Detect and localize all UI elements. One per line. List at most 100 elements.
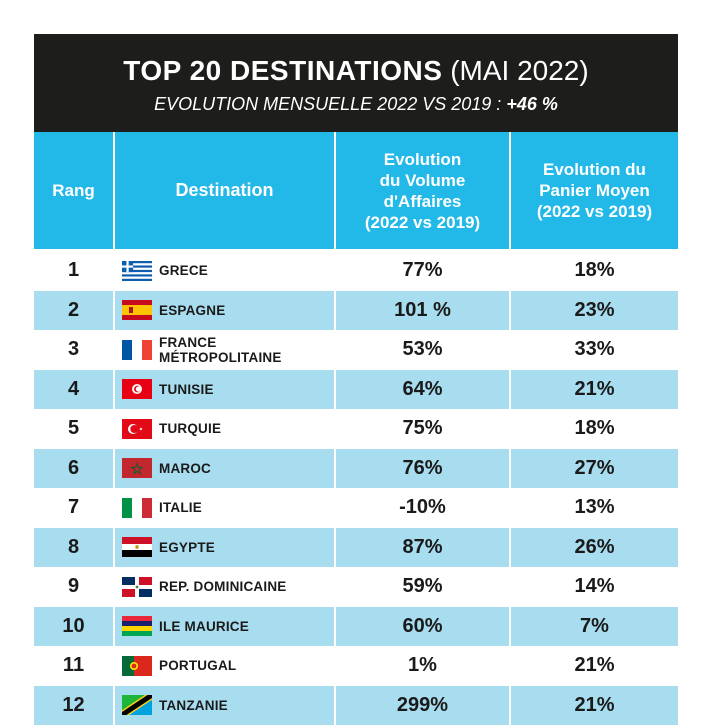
mauritius-flag-icon bbox=[122, 616, 152, 637]
column-header-volume-line: d'Affaires bbox=[383, 191, 462, 211]
destination-cell: TUNISIE bbox=[122, 370, 332, 410]
title-banner: TOP 20 DESTINATIONS (MAI 2022) EVOLUTION… bbox=[34, 34, 678, 132]
table-row: 2 ESPAGNE 101 % 23% bbox=[34, 290, 678, 331]
destination-name: ESPAGNE bbox=[159, 302, 226, 318]
rank-cell: 9 bbox=[67, 575, 80, 598]
basket-cell: 21% bbox=[574, 654, 615, 677]
volume-cell: -10% bbox=[399, 496, 446, 519]
basket-cell: 27% bbox=[574, 456, 615, 479]
egypt-flag-icon bbox=[122, 537, 152, 558]
rank-cell: 11 bbox=[62, 654, 85, 677]
destination-name: TURQUIE bbox=[159, 421, 222, 437]
volume-cell: 1% bbox=[408, 654, 437, 677]
basket-cell: 13% bbox=[574, 496, 615, 519]
table-row: 9 REP. DOMINICAINE 59% 14% bbox=[34, 567, 678, 607]
tanzania-flag-icon bbox=[122, 695, 152, 716]
title-bold: TOP 20 DESTINATIONS bbox=[123, 55, 443, 86]
table-row: 6 MAROC 76% 27% bbox=[34, 448, 678, 489]
tunisia-flag-icon bbox=[122, 379, 152, 400]
rank-cell: 4 bbox=[67, 377, 80, 400]
volume-cell: 87% bbox=[402, 535, 443, 558]
greece-flag-icon bbox=[122, 260, 152, 281]
destination-name: GRECE bbox=[159, 263, 209, 279]
page-title: TOP 20 DESTINATIONS (MAI 2022) bbox=[34, 55, 678, 87]
column-header-basket: Evolution du Panier Moyen (2022 vs 2019) bbox=[511, 132, 678, 249]
destination-cell: TURQUIE bbox=[122, 409, 332, 449]
rank-cell: 2 bbox=[67, 298, 80, 321]
subtitle-text: EVOLUTION MENSUELLE 2022 VS 2019 : bbox=[154, 94, 502, 114]
rank-cell: 5 bbox=[67, 417, 80, 440]
volume-cell: 101 % bbox=[394, 298, 451, 321]
column-header-basket-line: (2022 vs 2019) bbox=[536, 202, 653, 221]
column-header-rank: Rang bbox=[52, 181, 95, 200]
table-row: 5 TURQUIE 75% 18% bbox=[34, 409, 678, 449]
table-row: 3 FRANCE MÉTROPOLITAINE 53% 33% bbox=[34, 330, 678, 370]
basket-cell: 7% bbox=[580, 614, 609, 637]
destination-cell: TANZANIE bbox=[122, 686, 332, 726]
volume-cell: 59% bbox=[402, 575, 443, 598]
destination-cell: ITALIE bbox=[122, 488, 332, 528]
table-row: 1 GRECE 77% 18% bbox=[34, 251, 678, 291]
destination-name: EGYPTE bbox=[159, 539, 215, 555]
rank-cell: 3 bbox=[67, 338, 80, 361]
volume-cell: 60% bbox=[402, 614, 443, 637]
column-header-volume-line: du Volume bbox=[379, 170, 466, 190]
destination-cell: ILE MAURICE bbox=[122, 607, 332, 647]
basket-cell: 18% bbox=[574, 259, 615, 282]
destination-name: FRANCE MÉTROPOLITAINE bbox=[159, 334, 282, 365]
rank-cell: 10 bbox=[62, 614, 85, 637]
destination-cell: EGYPTE bbox=[122, 528, 332, 568]
page-subtitle: EVOLUTION MENSUELLE 2022 VS 2019 : +46 % bbox=[34, 93, 678, 115]
basket-cell: 33% bbox=[574, 338, 615, 361]
basket-cell: 18% bbox=[574, 417, 615, 440]
basket-cell: 26% bbox=[574, 535, 615, 558]
table-header: Rang Destination Evolution du Volume d'A… bbox=[34, 132, 678, 249]
table-row: 7 ITALIE -10% 13% bbox=[34, 488, 678, 528]
column-header-basket-line: Panier Moyen bbox=[539, 181, 650, 200]
subtitle-value: +46 % bbox=[506, 94, 558, 114]
volume-cell: 299% bbox=[396, 693, 449, 716]
destination-name: ILE MAURICE bbox=[159, 618, 249, 634]
volume-cell: 64% bbox=[402, 377, 443, 400]
dominican-republic-flag-icon bbox=[122, 576, 152, 597]
column-header-volume: Evolution du Volume d'Affaires (2022 vs … bbox=[336, 132, 509, 249]
turkey-flag-icon bbox=[122, 418, 152, 439]
volume-cell: 76% bbox=[402, 456, 443, 479]
destination-cell: FRANCE MÉTROPOLITAINE bbox=[122, 330, 332, 370]
destination-name: MAROC bbox=[159, 460, 211, 476]
table-row: 8 EGYPTE 87% 26% bbox=[34, 527, 678, 568]
column-header-volume-line: (2022 vs 2019) bbox=[364, 212, 481, 232]
destination-cell: PORTUGAL bbox=[122, 646, 332, 686]
volume-cell: 77% bbox=[402, 259, 443, 282]
volume-cell: 53% bbox=[402, 338, 443, 361]
title-period: (MAI 2022) bbox=[450, 55, 589, 86]
rank-cell: 12 bbox=[62, 693, 85, 716]
destination-name: ITALIE bbox=[159, 500, 202, 516]
table-row: 11 PORTUGAL 1% 21% bbox=[34, 646, 678, 686]
france-flag-icon bbox=[122, 339, 152, 360]
table-row: 12 TANZANIE 299% 21% bbox=[34, 685, 678, 726]
basket-cell: 21% bbox=[574, 693, 615, 716]
rank-cell: 6 bbox=[67, 456, 80, 479]
volume-cell: 75% bbox=[402, 417, 443, 440]
column-header-destination: Destination bbox=[175, 180, 274, 200]
rank-cell: 8 bbox=[67, 535, 80, 558]
spain-flag-icon bbox=[122, 300, 152, 321]
table-row: 4 TUNISIE 64% 21% bbox=[34, 369, 678, 410]
destination-cell: GRECE bbox=[122, 251, 332, 291]
column-header-basket-line: Evolution du bbox=[543, 160, 646, 179]
basket-cell: 21% bbox=[574, 377, 615, 400]
basket-cell: 14% bbox=[574, 575, 615, 598]
morocco-flag-icon bbox=[122, 458, 152, 479]
destination-name: PORTUGAL bbox=[159, 658, 237, 674]
destination-cell: REP. DOMINICAINE bbox=[122, 567, 332, 607]
table-body: 1 GRECE 77% 18% 2 ESPAGNE 101 % 23% 3 FR bbox=[34, 251, 678, 725]
column-header-volume-line: Evolution bbox=[383, 149, 462, 169]
destination-cell: ESPAGNE bbox=[122, 291, 332, 331]
rank-cell: 1 bbox=[67, 259, 80, 282]
destination-cell: MAROC bbox=[122, 449, 332, 489]
portugal-flag-icon bbox=[122, 655, 152, 676]
rank-cell: 7 bbox=[67, 496, 80, 519]
table-row: 10 ILE MAURICE 60% 7% bbox=[34, 606, 678, 647]
destination-name: TANZANIE bbox=[159, 697, 228, 713]
